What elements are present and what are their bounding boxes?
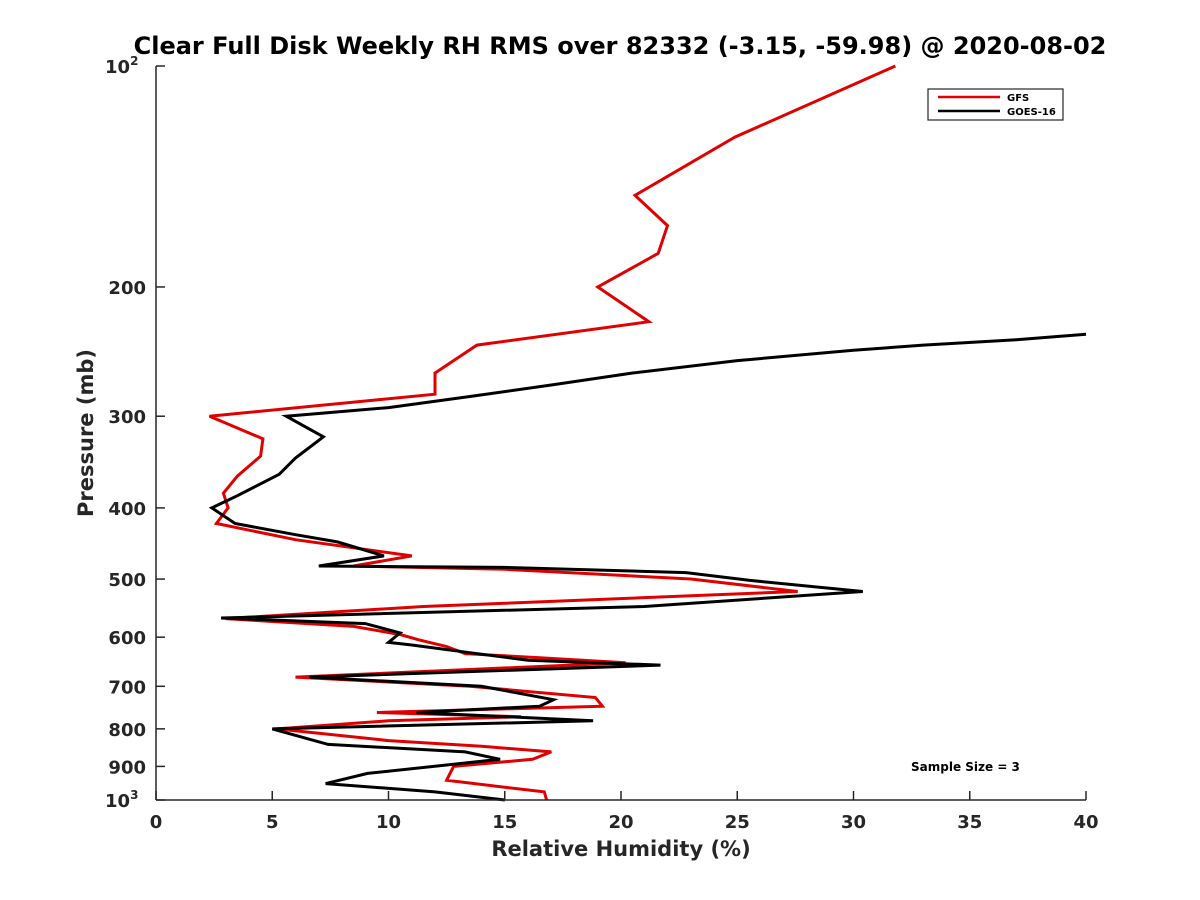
y-tick-label-base: 10 — [105, 57, 130, 78]
y-tick-label: 500 — [108, 570, 146, 591]
x-tick-label: 20 — [608, 812, 633, 833]
series-line-gfs — [208, 64, 897, 801]
x-tick-label: 40 — [1073, 812, 1098, 833]
y-tick-label: 400 — [108, 499, 146, 520]
x-tick-label: 10 — [376, 812, 401, 833]
y-tick-label: 102 — [105, 54, 138, 78]
y-tick-label: 200 — [108, 278, 146, 299]
y-tick-label-exponent: 3 — [130, 788, 138, 802]
legend-box — [927, 88, 1064, 121]
x-tick-label: 25 — [725, 812, 750, 833]
x-tick-label: 30 — [841, 812, 866, 833]
x-tick-label: 35 — [957, 812, 982, 833]
legend: GFS GOES-16 — [927, 88, 1064, 121]
sample-size-annotation: Sample Size = 3 — [911, 760, 1020, 774]
y-tick-label: 800 — [108, 720, 146, 741]
series-line-goes16 — [208, 332, 1087, 802]
x-tick-label: 0 — [150, 812, 163, 833]
x-tick-label: 5 — [266, 812, 279, 833]
y-tick-label-exponent: 2 — [130, 54, 138, 68]
y-tick-label: 700 — [108, 677, 146, 698]
legend-label-goes16: GOES-16 — [1007, 107, 1056, 118]
y-tick-label: 900 — [108, 757, 146, 778]
x-ticks: 0 5 10 15 20 25 30 35 40 — [150, 791, 1099, 833]
y-tick-label: 103 — [105, 788, 138, 812]
y-axis-label: Pressure (mb) — [74, 349, 98, 517]
y-tick-label: 600 — [108, 628, 146, 649]
chart-title: Clear Full Disk Weekly RH RMS over 82332… — [134, 32, 1107, 60]
y-tick-label: 300 — [108, 407, 146, 428]
plot-lines — [208, 64, 1087, 802]
legend-label-gfs: GFS — [1007, 93, 1029, 104]
y-tick-label-base: 10 — [105, 791, 130, 812]
x-tick-label: 15 — [492, 812, 517, 833]
x-axis-label: Relative Humidity (%) — [491, 837, 750, 861]
